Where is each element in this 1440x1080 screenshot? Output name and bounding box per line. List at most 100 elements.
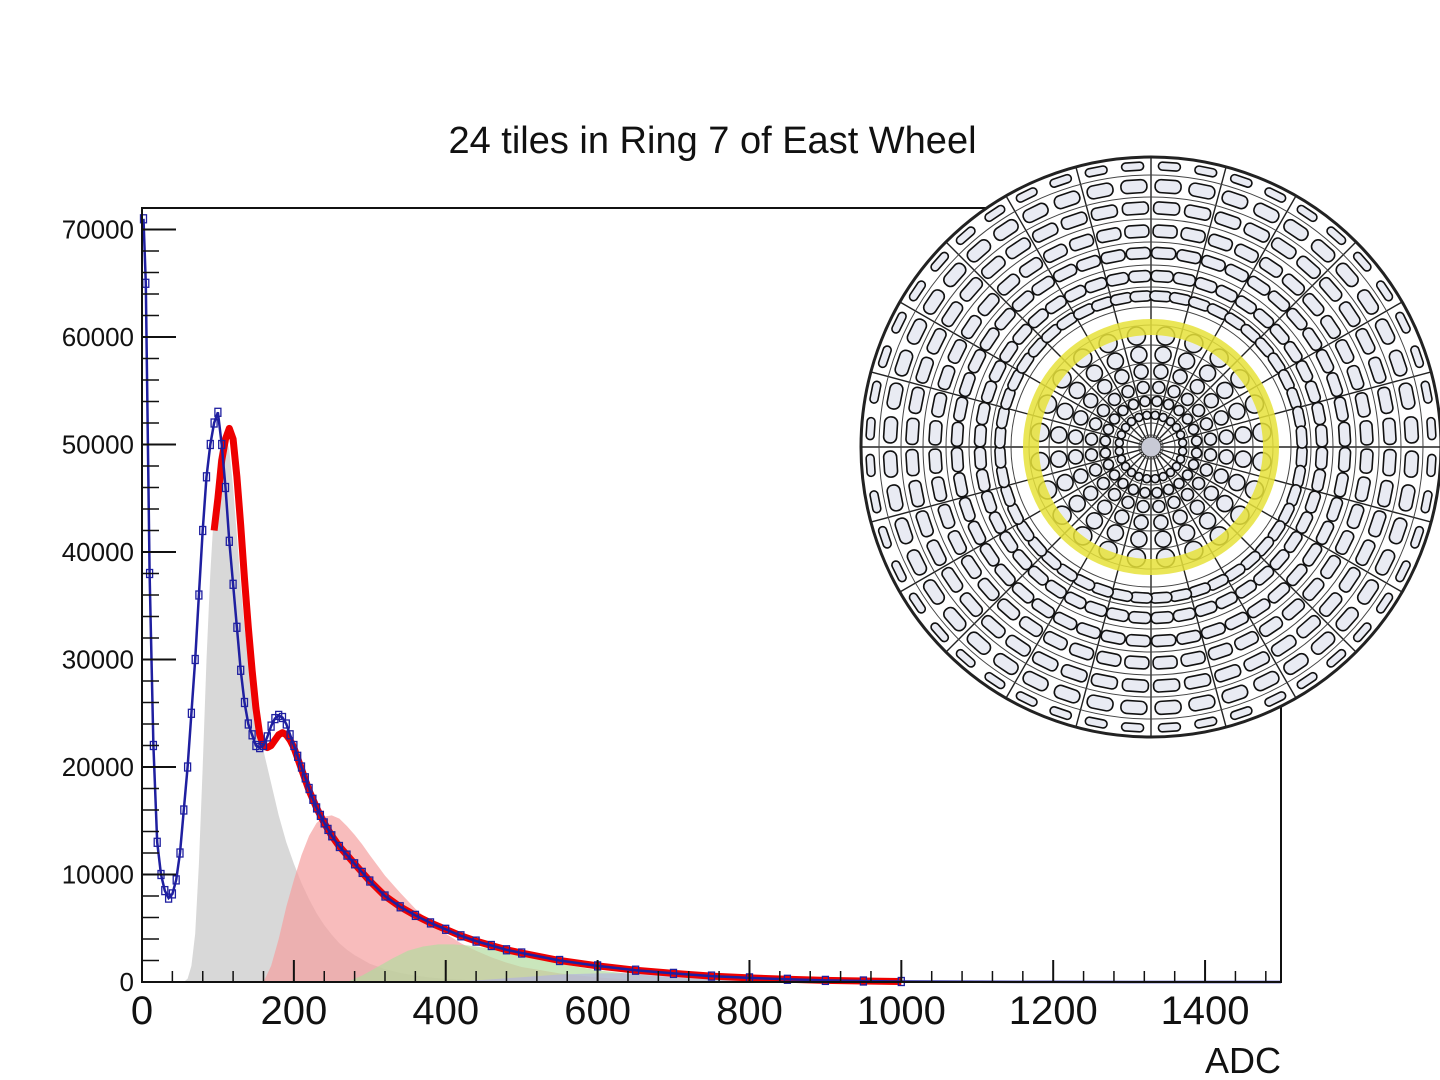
tile xyxy=(1177,437,1188,448)
data-point xyxy=(457,931,465,941)
ring-circle xyxy=(1066,362,1236,532)
tile xyxy=(1188,694,1216,712)
tile xyxy=(908,280,927,302)
tile xyxy=(1084,716,1108,729)
data-point xyxy=(172,875,180,885)
tile xyxy=(1096,650,1122,667)
tile xyxy=(1359,420,1374,446)
data-point xyxy=(191,654,199,665)
tile xyxy=(1367,356,1387,384)
tile xyxy=(1133,514,1149,531)
tile xyxy=(926,327,947,355)
tile xyxy=(865,453,876,478)
sector-line xyxy=(1005,446,1152,699)
tile xyxy=(1218,429,1235,445)
tile xyxy=(1088,463,1103,477)
tile xyxy=(1100,629,1126,645)
sector-line xyxy=(1005,195,1152,448)
tile xyxy=(979,542,1000,567)
tile xyxy=(882,416,899,444)
tile xyxy=(1189,499,1206,516)
data-point xyxy=(328,831,336,841)
tile xyxy=(1200,254,1226,272)
tile xyxy=(1022,670,1049,692)
tile xyxy=(1374,549,1396,576)
wheel-center xyxy=(1140,436,1162,458)
tile xyxy=(1096,403,1111,418)
tile xyxy=(1154,699,1182,716)
tile xyxy=(1337,421,1352,448)
tile xyxy=(1213,468,1229,484)
tile xyxy=(1388,517,1408,545)
data-point xyxy=(282,719,290,729)
tile xyxy=(1015,187,1038,203)
data-point xyxy=(335,841,344,852)
data-point xyxy=(221,482,230,493)
tile xyxy=(955,226,976,246)
tile xyxy=(1049,706,1073,721)
tile xyxy=(967,520,987,546)
tile xyxy=(984,204,1006,223)
tile xyxy=(1198,511,1217,530)
tile xyxy=(1228,402,1246,421)
tile xyxy=(869,490,882,514)
tile xyxy=(1136,380,1150,395)
tile xyxy=(1355,539,1376,567)
tile xyxy=(1005,634,1032,657)
tile xyxy=(1214,211,1242,231)
tile xyxy=(996,598,1021,621)
data-point xyxy=(396,902,404,912)
data-point xyxy=(275,710,283,721)
tile xyxy=(1177,524,1196,542)
tile xyxy=(993,652,1019,676)
tile xyxy=(1302,577,1325,602)
tile xyxy=(1375,592,1394,614)
tile xyxy=(1121,384,1135,399)
tile xyxy=(1283,652,1309,676)
data-point xyxy=(502,945,511,955)
tile xyxy=(1189,378,1206,395)
data-point xyxy=(183,762,192,772)
tile xyxy=(906,318,928,345)
y-tick-label: 0 xyxy=(120,967,134,997)
sector-line xyxy=(1150,371,1432,448)
data-point xyxy=(139,214,148,224)
data-point xyxy=(518,948,526,958)
tile xyxy=(1067,429,1084,445)
data-point xyxy=(366,876,374,886)
data-point xyxy=(153,837,161,847)
tile xyxy=(1096,378,1113,395)
tile xyxy=(1152,678,1181,693)
ring-circle xyxy=(1010,306,1292,588)
tile xyxy=(1082,392,1099,409)
data-point xyxy=(286,730,294,740)
tile xyxy=(1377,386,1394,415)
data-point xyxy=(248,730,256,740)
tile xyxy=(1302,327,1323,352)
tile xyxy=(1283,218,1309,242)
tile xyxy=(1056,402,1074,421)
x-tick-label: 1000 xyxy=(857,989,946,1033)
tile xyxy=(1107,392,1122,407)
tile xyxy=(1234,450,1252,468)
data-point xyxy=(233,622,241,632)
ring-circle xyxy=(1112,408,1190,486)
tile xyxy=(1177,446,1188,457)
tile xyxy=(1073,468,1089,484)
data-point xyxy=(199,525,207,536)
tile xyxy=(1157,161,1182,172)
tile xyxy=(1207,233,1234,252)
data-point xyxy=(442,924,450,934)
tile xyxy=(1191,476,1206,491)
tile xyxy=(973,446,988,471)
tile xyxy=(1142,473,1152,484)
ring-circle xyxy=(878,174,1424,720)
tile xyxy=(1068,381,1086,400)
tile xyxy=(1188,182,1216,200)
tile xyxy=(1398,382,1416,410)
tile xyxy=(1082,485,1099,502)
data-point xyxy=(259,740,268,751)
tile xyxy=(877,525,892,549)
ring-circle xyxy=(1048,344,1254,550)
tile xyxy=(1181,469,1194,481)
